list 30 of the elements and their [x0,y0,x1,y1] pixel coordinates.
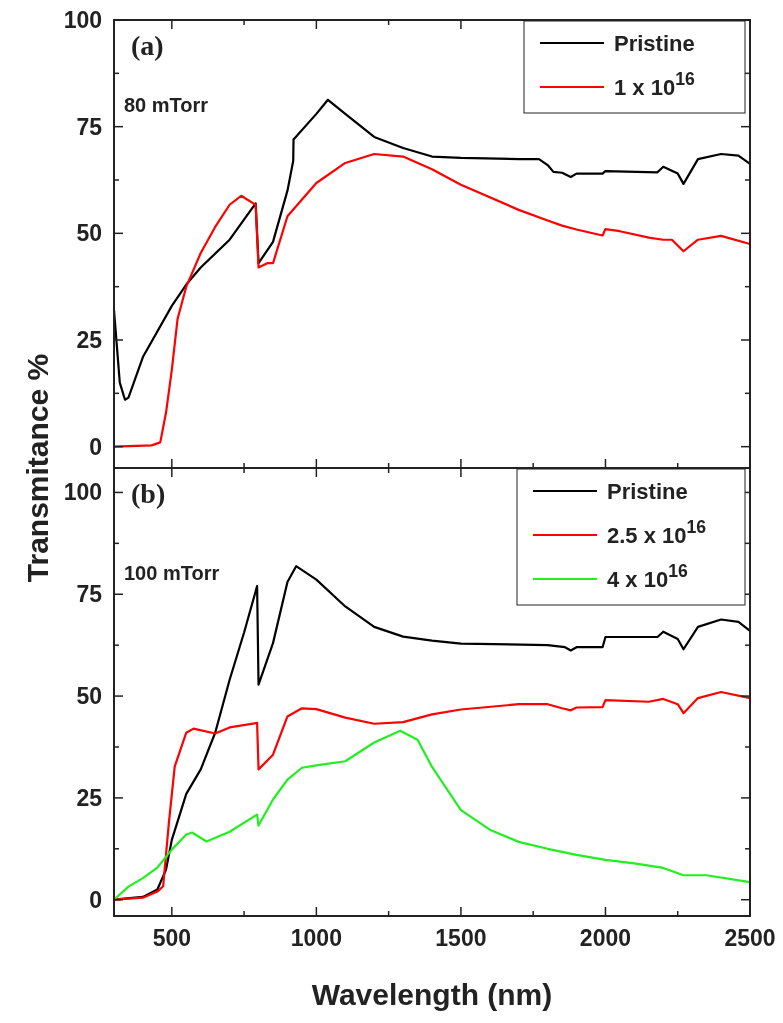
x-tick-label: 2000 [579,925,632,951]
legend-label: 4 x 10$^{16}$ [607,561,688,592]
y-tick-label: 50 [76,683,102,710]
y-tick-label: 75 [76,581,103,608]
annotation: (a) [131,30,164,61]
legend-label: 1 x 10$^{16}$ [614,69,695,100]
y-tick-label: 100 [63,479,102,506]
y-tick-label: 0 [89,886,102,913]
annotation: (b) [131,478,166,509]
line-series [112,690,752,901]
x-tick-label: 500 [152,925,192,951]
x-tick-label: 1500 [435,925,487,951]
line-series [112,729,752,901]
legend-label: Pristine [614,31,695,56]
y-tick-label: 50 [76,220,102,247]
y-tick-label: 0 [89,433,102,460]
y-tick-label: 100 [63,7,102,33]
y-axis-title: Transmitance % [21,353,54,583]
y-tick-label: 75 [76,113,103,140]
y-tick-label: 25 [76,327,103,353]
y-tick-label: 25 [76,784,103,811]
x-axis-title: Wavelength (nm) [311,978,553,1011]
x-tick-label: 1000 [290,925,342,951]
annotation: 100 mTorr [124,562,220,584]
annotation: 80 mTorr [124,94,209,116]
legend-label: 2.5 x 10$^{16}$ [607,517,707,548]
legend-label: Pristine [607,479,688,504]
line-series [112,152,752,448]
line-series [112,98,752,401]
x-tick-label: 2500 [724,925,776,951]
